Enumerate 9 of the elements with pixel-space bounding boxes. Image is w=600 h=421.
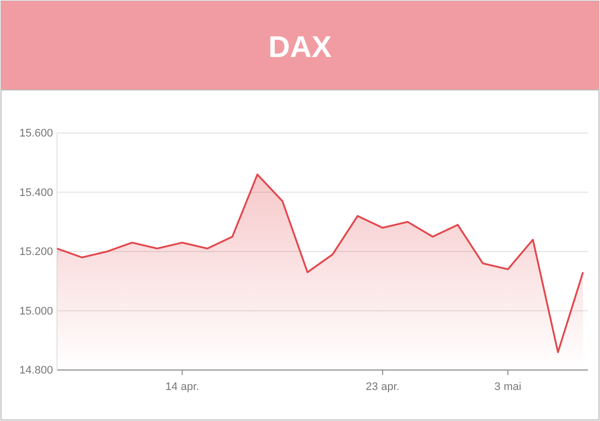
y-tick-label: 15.400 bbox=[19, 186, 53, 199]
x-tick-label: 14 apr. bbox=[165, 380, 200, 393]
y-tick-label: 14.800 bbox=[19, 364, 53, 377]
x-tick-label: 23 apr. bbox=[366, 380, 400, 393]
chart-title: DAX bbox=[268, 31, 332, 64]
y-tick-label: 15.200 bbox=[19, 246, 53, 258]
y-tick-label: 15.000 bbox=[19, 305, 53, 318]
x-tick-label: 3 mai bbox=[494, 380, 522, 393]
y-tick-label: 15.600 bbox=[19, 128, 53, 140]
